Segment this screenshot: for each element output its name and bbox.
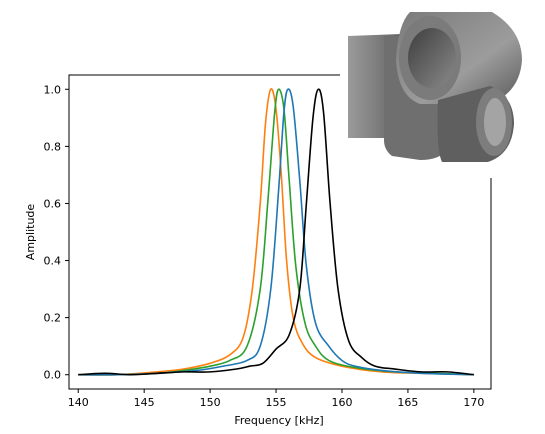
x-tick-label: 160 bbox=[331, 396, 352, 409]
pipe-fitting-render bbox=[340, 0, 545, 178]
y-tick-label: 0.4 bbox=[44, 255, 62, 268]
series-layer bbox=[78, 88, 474, 376]
y-tick-label: 0.2 bbox=[44, 312, 62, 325]
x-tick-label: 140 bbox=[68, 396, 89, 409]
top-tube-bore bbox=[408, 28, 456, 88]
x-tick-label: 155 bbox=[266, 396, 287, 409]
series-line-orange bbox=[78, 88, 474, 376]
lower-tube-bore bbox=[484, 98, 506, 146]
x-axis-label: Frequency [kHz] bbox=[234, 414, 323, 427]
series-line-black bbox=[78, 88, 474, 376]
y-axis-label: Amplitude bbox=[24, 204, 37, 261]
plot-frame bbox=[68, 74, 492, 390]
series-line-blue bbox=[78, 88, 474, 376]
y-tick-label: 0.6 bbox=[44, 197, 62, 210]
tick-layer: 140 145 150 155 160 165 170 0.0 0.2 0.4 0.6 0.8 1.0 bbox=[44, 83, 485, 409]
y-tick-label: 1.0 bbox=[44, 83, 62, 96]
x-tick-label: 170 bbox=[463, 396, 484, 409]
x-tick-label: 150 bbox=[200, 396, 221, 409]
x-tick-label: 165 bbox=[397, 396, 418, 409]
x-tick-label: 145 bbox=[134, 396, 155, 409]
series-line-green bbox=[78, 88, 474, 376]
y-tick-label: 0.0 bbox=[44, 369, 62, 382]
y-tick-label: 0.8 bbox=[44, 140, 62, 153]
